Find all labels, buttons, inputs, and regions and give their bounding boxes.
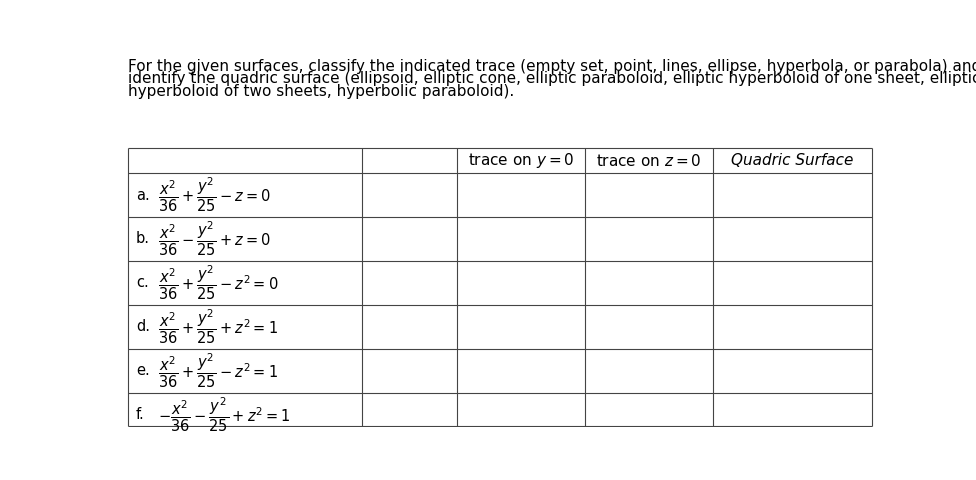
Text: $\dfrac{x^2}{36} - \dfrac{y^2}{25} + z = 0$: $\dfrac{x^2}{36} - \dfrac{y^2}{25} + z =… — [158, 220, 270, 258]
Text: c.: c. — [136, 276, 148, 290]
Text: For the given surfaces, classify the indicated trace (empty set, point, lines, e: For the given surfaces, classify the ind… — [128, 59, 976, 74]
Text: f.: f. — [136, 407, 144, 422]
Text: $\dfrac{x^2}{36} + \dfrac{y^2}{25} + z^2 = 1$: $\dfrac{x^2}{36} + \dfrac{y^2}{25} + z^2… — [158, 308, 277, 346]
Text: trace on $y = 0$: trace on $y = 0$ — [468, 151, 574, 170]
Text: identify the quadric surface (ellipsoid, elliptic cone, elliptic paraboloid, ell: identify the quadric surface (ellipsoid,… — [128, 72, 976, 86]
Text: d.: d. — [136, 319, 150, 334]
Text: b.: b. — [136, 231, 150, 246]
Text: $\dfrac{x^2}{36} + \dfrac{y^2}{25} - z = 0$: $\dfrac{x^2}{36} + \dfrac{y^2}{25} - z =… — [158, 176, 270, 214]
Text: $-\dfrac{x^2}{36} - \dfrac{y^2}{25} + z^2 = 1$: $-\dfrac{x^2}{36} - \dfrac{y^2}{25} + z^… — [158, 396, 290, 433]
Text: $\dfrac{x^2}{36} + \dfrac{y^2}{25} - z^2 = 0$: $\dfrac{x^2}{36} + \dfrac{y^2}{25} - z^2… — [158, 264, 278, 302]
Text: a.: a. — [136, 188, 149, 203]
Text: hyperboloid of two sheets, hyperbolic paraboloid).: hyperboloid of two sheets, hyperbolic pa… — [128, 84, 514, 99]
Text: trace on $z = 0$: trace on $z = 0$ — [596, 153, 702, 169]
Text: e.: e. — [136, 363, 149, 378]
Text: $\dfrac{x^2}{36} + \dfrac{y^2}{25} - z^2 = 1$: $\dfrac{x^2}{36} + \dfrac{y^2}{25} - z^2… — [158, 351, 277, 390]
Text: Quadric Surface: Quadric Surface — [731, 153, 854, 168]
